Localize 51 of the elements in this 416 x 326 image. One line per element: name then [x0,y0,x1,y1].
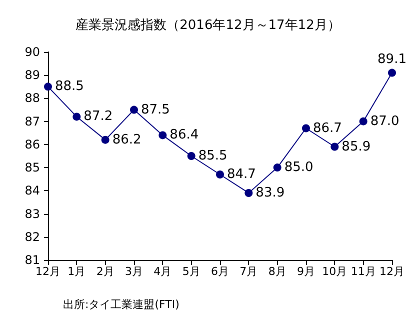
data-label: 86.4 [170,128,199,143]
point [130,106,138,114]
point [273,164,282,172]
data-label: 86.7 [313,120,342,136]
x-tick-label: 9月 [297,265,315,278]
data-label: 89.1 [378,52,406,67]
x-tick-label: 10月 [322,265,348,278]
x-tick-label: 12月 [380,265,404,278]
data-label: 83.9 [256,185,285,200]
text: 出所:タイ工業連盟(FTI) [63,298,180,311]
point [244,188,253,197]
y-tick-label: 87 [24,114,40,128]
point [101,136,110,144]
y-tick-label: 82 [24,230,40,244]
x-tick-label: 3月 [125,265,143,278]
data-label: 88.5 [55,79,84,94]
data-label: 85.5 [198,148,228,164]
x-tick-label: 4月 [154,265,172,278]
point [158,131,167,140]
x-tick-label: 1月 [68,265,86,278]
y-tick-label: 84 [24,184,40,198]
point [44,82,52,91]
y-tick-label: 89 [24,68,40,82]
point [388,68,396,77]
x-tick-label: 6月 [211,265,229,278]
data-label: 87.0 [370,114,400,129]
y-tick-label: 86 [24,137,40,152]
x-tick-label: 2月 [96,265,114,278]
point [72,112,81,121]
x-tick-label: 11月 [350,265,376,278]
x-tick-label: 12月 [36,265,60,278]
point [302,124,310,132]
data-label: 85.9 [342,139,371,154]
x-tick-label: 8月 [268,265,286,278]
y-tick-label: 85 [24,160,40,175]
y-tick-label: 83 [24,206,40,221]
point [359,117,368,126]
chart-title: 産業景況感指数（2016年12月～17年12月） [76,17,340,33]
x-tick-label: 5月 [182,265,200,278]
y-tick-label: 88 [24,91,40,106]
x-tick-label: 7月 [240,265,258,278]
point [216,170,224,178]
data-label: 87.2 [84,109,113,124]
data-label: 86.2 [112,132,142,148]
data-label: 85.0 [284,160,314,176]
point [187,152,196,160]
data-label: 84.7 [227,166,256,182]
data-label: 87.5 [141,102,170,118]
y-tick-label: 90 [24,45,40,59]
point [330,142,339,151]
y-tick-label: 81 [24,253,40,267]
